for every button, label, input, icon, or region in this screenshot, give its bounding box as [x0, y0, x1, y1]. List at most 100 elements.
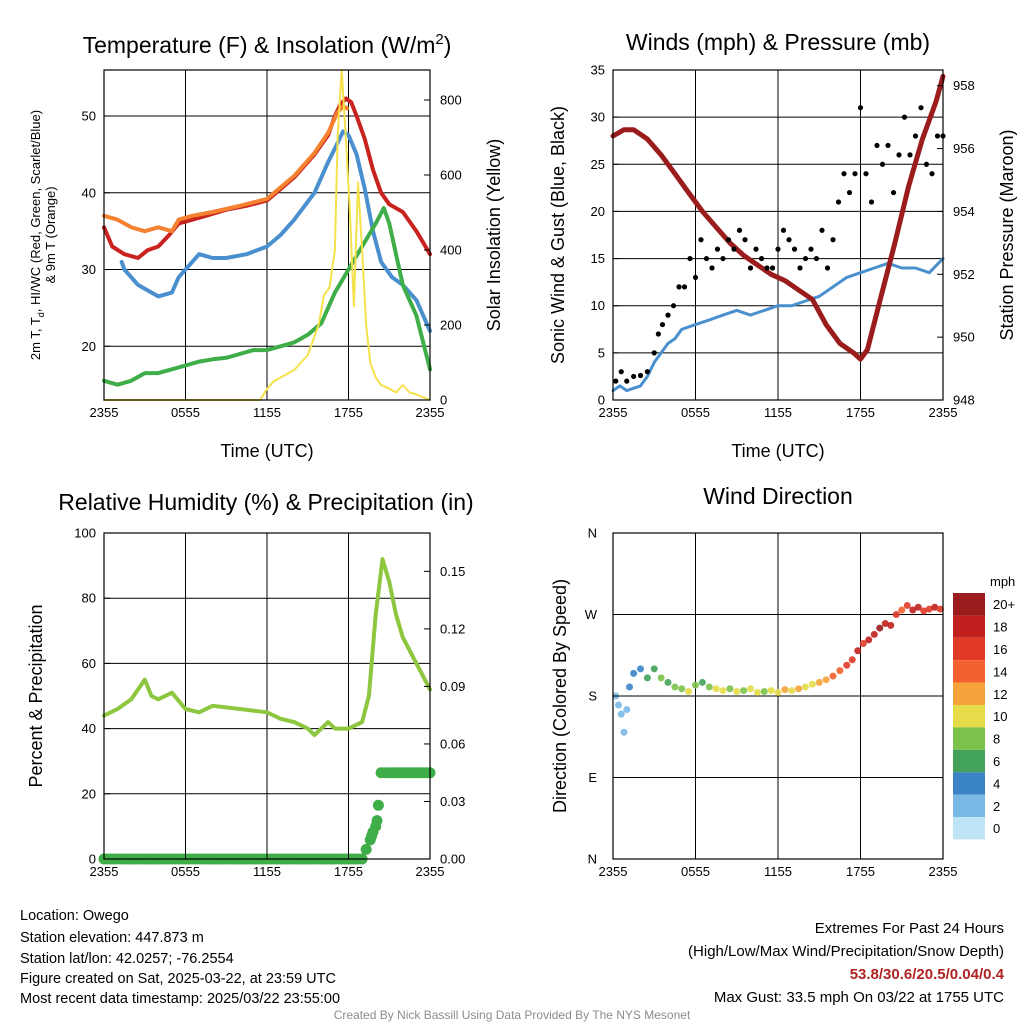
- gust-point: [835, 199, 842, 205]
- dew-line: [102, 206, 432, 387]
- x-tick-label: 2355: [90, 405, 119, 420]
- right-tick-label: 800: [440, 93, 462, 108]
- direction-point: [909, 606, 917, 614]
- gust-point: [769, 265, 776, 271]
- direction-point: [914, 603, 922, 611]
- station-info: Location: Owego Station elevation: 447.8…: [20, 908, 340, 1007]
- gust-point: [791, 246, 798, 252]
- gust-point: [907, 152, 913, 158]
- gust-point: [824, 265, 831, 271]
- left-tick-label: 50: [82, 109, 96, 124]
- direction-point: [802, 683, 809, 691]
- direction-point: [712, 685, 720, 693]
- scale-label: 20+: [993, 597, 1015, 612]
- wind-direction-ylabel: Direction (Colored By Speed): [550, 579, 570, 813]
- extremes-heading: Extremes For Past 24 Hours: [815, 920, 1004, 937]
- right-tick-label: 0.06: [440, 736, 465, 751]
- direction-point: [892, 611, 900, 618]
- right-tick-label: 0.15: [440, 564, 465, 579]
- direction-point: [747, 685, 754, 693]
- direction-point: [678, 685, 686, 693]
- left-tick-label: 0: [89, 852, 96, 867]
- scale-swatch: [953, 682, 985, 705]
- gust-point: [934, 133, 941, 139]
- x-tick-label: 0555: [681, 864, 710, 879]
- recent-timestamp: Most recent data timestamp: 2025/03/22 2…: [20, 991, 340, 1007]
- gust-point: [742, 237, 748, 243]
- credit-line: Created By Nick Bassill Using Data Provi…: [334, 1008, 691, 1022]
- left-tick-label: 20: [82, 786, 96, 801]
- rh-line: [102, 557, 432, 738]
- gust-point: [852, 171, 858, 177]
- direction-point: [815, 678, 823, 686]
- direction-tick-label: E: [588, 770, 597, 785]
- gust-point: [644, 369, 650, 375]
- direction-point: [685, 687, 693, 695]
- gust-point: [780, 227, 787, 233]
- gust-point: [830, 237, 836, 243]
- precip-point: [360, 843, 372, 855]
- figure-created: Figure created on Sat, 2025-03-22, at 23…: [20, 971, 336, 987]
- gust-point: [747, 265, 754, 271]
- left-tick-label: 0: [598, 393, 605, 408]
- humidity-panel: Relative Humidity (%) & Precipitation (i…: [26, 489, 474, 879]
- gust-point: [618, 369, 624, 375]
- gust-point: [613, 378, 619, 384]
- gust-point: [819, 227, 825, 233]
- x-tick-label: 2355: [416, 405, 445, 420]
- left-tick-label: 20: [82, 339, 96, 354]
- x-tick-label: 0555: [681, 405, 710, 420]
- right-tick-label: 948: [953, 393, 975, 408]
- direction-point: [671, 683, 679, 691]
- direction-point: [854, 647, 862, 655]
- winds-xlabel: Time (UTC): [731, 441, 824, 461]
- right-tick-label: 950: [953, 330, 975, 345]
- pressure-line: [610, 73, 946, 362]
- scale-swatch: [953, 705, 985, 728]
- scale-swatch: [953, 593, 985, 616]
- gust-point: [637, 372, 644, 379]
- direction-point: [865, 636, 873, 644]
- wind-line: [611, 257, 945, 393]
- direction-point: [843, 661, 851, 669]
- direction-point: [822, 676, 830, 684]
- precip-point: [372, 799, 384, 811]
- wind-direction-panel-title: Wind Direction: [703, 483, 853, 509]
- left-tick-label: 30: [82, 262, 96, 277]
- gust-point: [912, 133, 919, 139]
- direction-point: [848, 656, 856, 664]
- gust-point: [631, 373, 637, 380]
- direction-point: [698, 678, 706, 686]
- scale-label: 10: [993, 709, 1007, 724]
- gust-point: [709, 265, 715, 271]
- station-latlon: Station lat/lon: 42.0257; -76.2554: [20, 951, 234, 967]
- wind-direction-grid: [613, 533, 943, 859]
- gust-point: [775, 246, 781, 252]
- x-tick-label: 2355: [929, 405, 958, 420]
- direction-point: [774, 688, 782, 696]
- gust-point: [901, 114, 908, 120]
- humidity-grid: [104, 533, 430, 859]
- scale-swatch: [953, 772, 985, 795]
- gust-point: [670, 303, 677, 309]
- gust-point: [764, 265, 770, 271]
- gust-point: [797, 265, 803, 271]
- gust-point: [923, 161, 930, 167]
- left-tick-label: 25: [591, 157, 605, 172]
- humidity-panel-title: Relative Humidity (%) & Precipitation (i…: [58, 489, 473, 515]
- scale-label: 0: [993, 821, 1000, 836]
- humidity-tick-labels: 2355 0555 1155 1755 23550204060801000.000.03…: [74, 526, 465, 880]
- direction-point: [753, 688, 761, 696]
- direction-point: [617, 710, 625, 718]
- max-gust: Max Gust: 33.5 mph On 03/22 at 1755 UTC: [714, 989, 1004, 1006]
- solar-line: [103, 69, 431, 401]
- gust-point: [929, 171, 935, 177]
- gust-point: [736, 227, 743, 233]
- scale-swatch: [953, 615, 985, 638]
- direction-tick-label: N: [588, 852, 597, 867]
- gust-point: [846, 189, 853, 196]
- direction-point: [657, 674, 665, 682]
- direction-point: [643, 674, 651, 682]
- winds-panel: Winds (mph) & Pressure (mb) 2355 0555 1155…: [548, 29, 1017, 461]
